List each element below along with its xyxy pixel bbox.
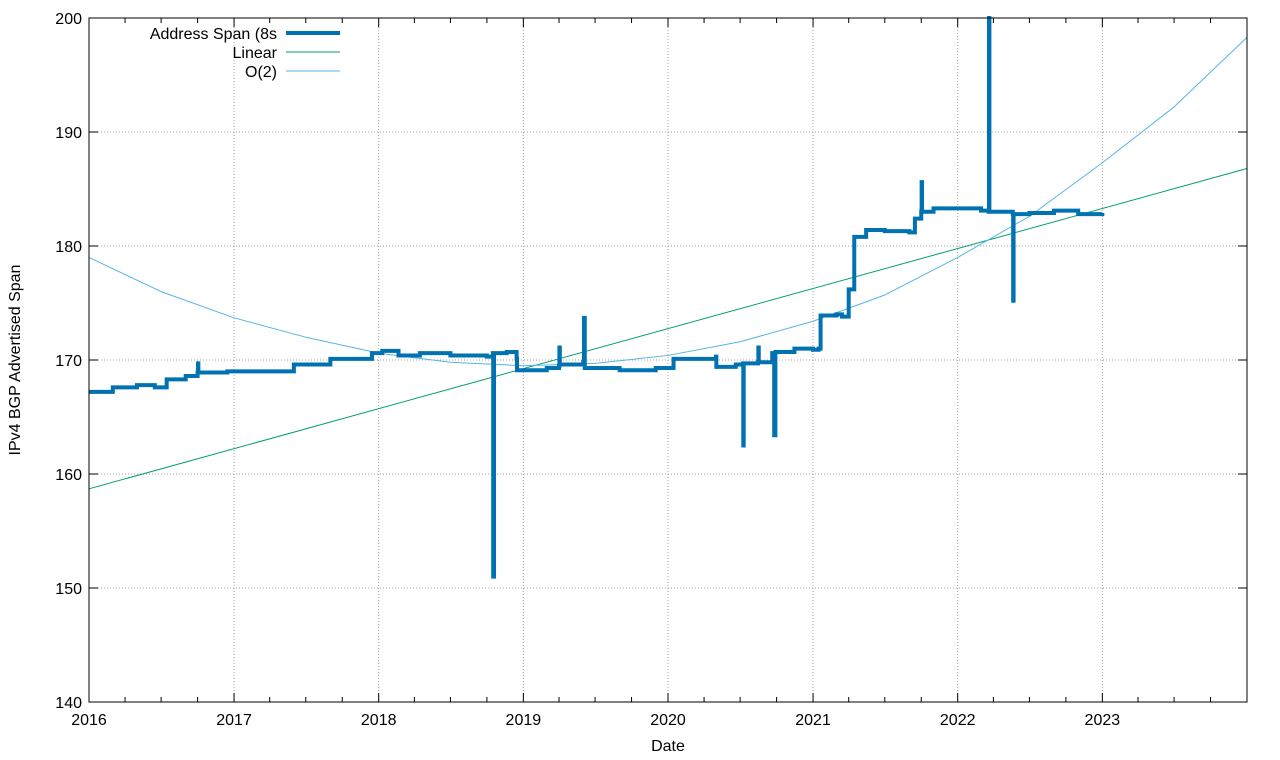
y-tick-label: 160 [55,467,82,484]
y-tick-label: 180 [55,239,82,256]
x-tick-label: 2023 [1085,712,1121,729]
y-tick-label: 140 [55,695,82,712]
grid [89,18,1247,702]
x-tick-label: 2017 [216,712,252,729]
quadratic-fit-series [88,37,1248,367]
axis-ticks: 140 150 160 170 180 190 200 2016 2017 2018 2019 202… [55,11,1247,729]
x-tick-label: 2022 [940,712,976,729]
y-axis-label: IPv4 BGP Advertised Span [7,265,24,456]
legend-entry-linear-label: Linear [233,45,278,62]
series-layer [88,16,1248,579]
x-tick-label: 2016 [71,712,107,729]
x-tick-label: 2018 [361,712,397,729]
x-axis-label: Date [651,738,685,755]
y-tick-label: 190 [55,125,82,142]
legend-entry-address-span-label: Address Span (8s [150,26,277,43]
y-tick-label: 200 [55,11,82,28]
x-tick-label: 2019 [506,712,542,729]
linear-fit-series [88,167,1248,490]
legend: Address Span (8s Linear O(2) [150,26,340,81]
y-tick-label: 150 [55,581,82,598]
legend-entry-quadratic-label: O(2) [245,64,277,81]
y-tick-label: 170 [55,353,82,370]
address-span-series [89,16,1105,579]
x-tick-label: 2020 [650,712,686,729]
x-tick-label: 2021 [795,712,831,729]
